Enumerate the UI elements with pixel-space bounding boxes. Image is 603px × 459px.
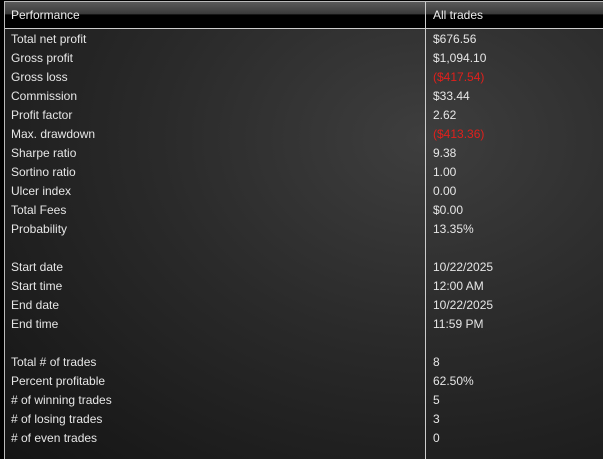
table-row[interactable]: Total Fees $0.00: [5, 201, 603, 220]
table-row[interactable]: # of losing trades 3: [5, 410, 603, 429]
row-value: 13.35%: [433, 222, 474, 236]
row-label: Gross profit: [11, 51, 74, 65]
table-row[interactable]: # of even trades 0: [5, 429, 603, 448]
row-value: ($413.36): [433, 127, 485, 141]
table-row[interactable]: Total # of trades 8: [5, 353, 603, 372]
row-label: # of winning trades: [11, 393, 112, 407]
row-label: Commission: [11, 89, 78, 103]
row-label: Percent profitable: [11, 374, 106, 388]
row-label: # of losing trades: [11, 412, 103, 426]
row-label: End date: [11, 298, 60, 312]
row-label: Sharpe ratio: [11, 146, 77, 160]
row-value: 0.00: [433, 184, 457, 198]
row-value: 3: [433, 412, 440, 426]
row-value: 11:59 PM: [433, 317, 484, 331]
table-row[interactable]: Sortino ratio 1.00: [5, 163, 603, 182]
table-row[interactable]: # of winning trades 5: [5, 391, 603, 410]
table-row[interactable]: Probability 13.35%: [5, 220, 603, 239]
header-performance[interactable]: Performance: [11, 8, 80, 22]
table-row[interactable]: Max. drawdown ($413.36): [5, 125, 603, 144]
row-label: Ulcer index: [11, 184, 72, 198]
row-label: Start date: [11, 260, 64, 274]
row-label: # of even trades: [11, 431, 98, 445]
row-label: Gross loss: [11, 70, 68, 84]
table-row[interactable]: Gross profit $1,094.10: [5, 49, 603, 68]
table-row[interactable]: Total net profit $676.56: [5, 30, 603, 49]
row-label: Start time: [11, 279, 63, 293]
row-value: 5: [433, 393, 440, 407]
table-row[interactable]: Commission $33.44: [5, 87, 603, 106]
table-row[interactable]: Gross loss ($417.54): [5, 68, 603, 87]
row-value: $676.56: [433, 32, 477, 46]
row-value: 12:00 AM: [433, 279, 484, 293]
row-value: 62.50%: [433, 374, 474, 388]
row-label: Probability: [11, 222, 68, 236]
table-row[interactable]: Ulcer index 0.00: [5, 182, 603, 201]
table-row[interactable]: [5, 239, 603, 258]
row-label: Profit factor: [11, 108, 73, 122]
row-value: $1,094.10: [433, 51, 487, 65]
row-value: $33.44: [433, 89, 470, 103]
table-row[interactable]: [5, 334, 603, 353]
row-label: Max. drawdown: [11, 127, 96, 141]
row-value: 10/22/2025: [433, 298, 494, 312]
row-value: ($417.54): [433, 70, 485, 84]
row-value: 10/22/2025: [433, 260, 494, 274]
row-label: Sortino ratio: [11, 165, 76, 179]
table-row[interactable]: Sharpe ratio 9.38: [5, 144, 603, 163]
row-value: 9.38: [433, 146, 457, 160]
row-label: End time: [11, 317, 59, 331]
grid-header: Performance All trades: [5, 2, 603, 29]
row-value: 8: [433, 355, 440, 369]
table-row[interactable]: Start date 10/22/2025: [5, 258, 603, 277]
performance-grid: Performance All trades Total net profit $…: [4, 1, 603, 459]
row-value: 0: [433, 431, 440, 445]
row-value: $0.00: [433, 203, 464, 217]
table-row[interactable]: Start time 12:00 AM: [5, 277, 603, 296]
table-row[interactable]: End date 10/22/2025: [5, 296, 603, 315]
row-label: Total net profit: [11, 32, 87, 46]
table-row[interactable]: End time 11:59 PM: [5, 315, 603, 334]
header-all-trades[interactable]: All trades: [433, 8, 484, 22]
row-label: Total # of trades: [11, 355, 97, 369]
row-value: 1.00: [433, 165, 457, 179]
row-value: 2.62: [433, 108, 457, 122]
column-divider[interactable]: [425, 2, 426, 459]
table-row[interactable]: Percent profitable 62.50%: [5, 372, 603, 391]
row-label: Total Fees: [11, 203, 67, 217]
table-row[interactable]: Profit factor 2.62: [5, 106, 603, 125]
